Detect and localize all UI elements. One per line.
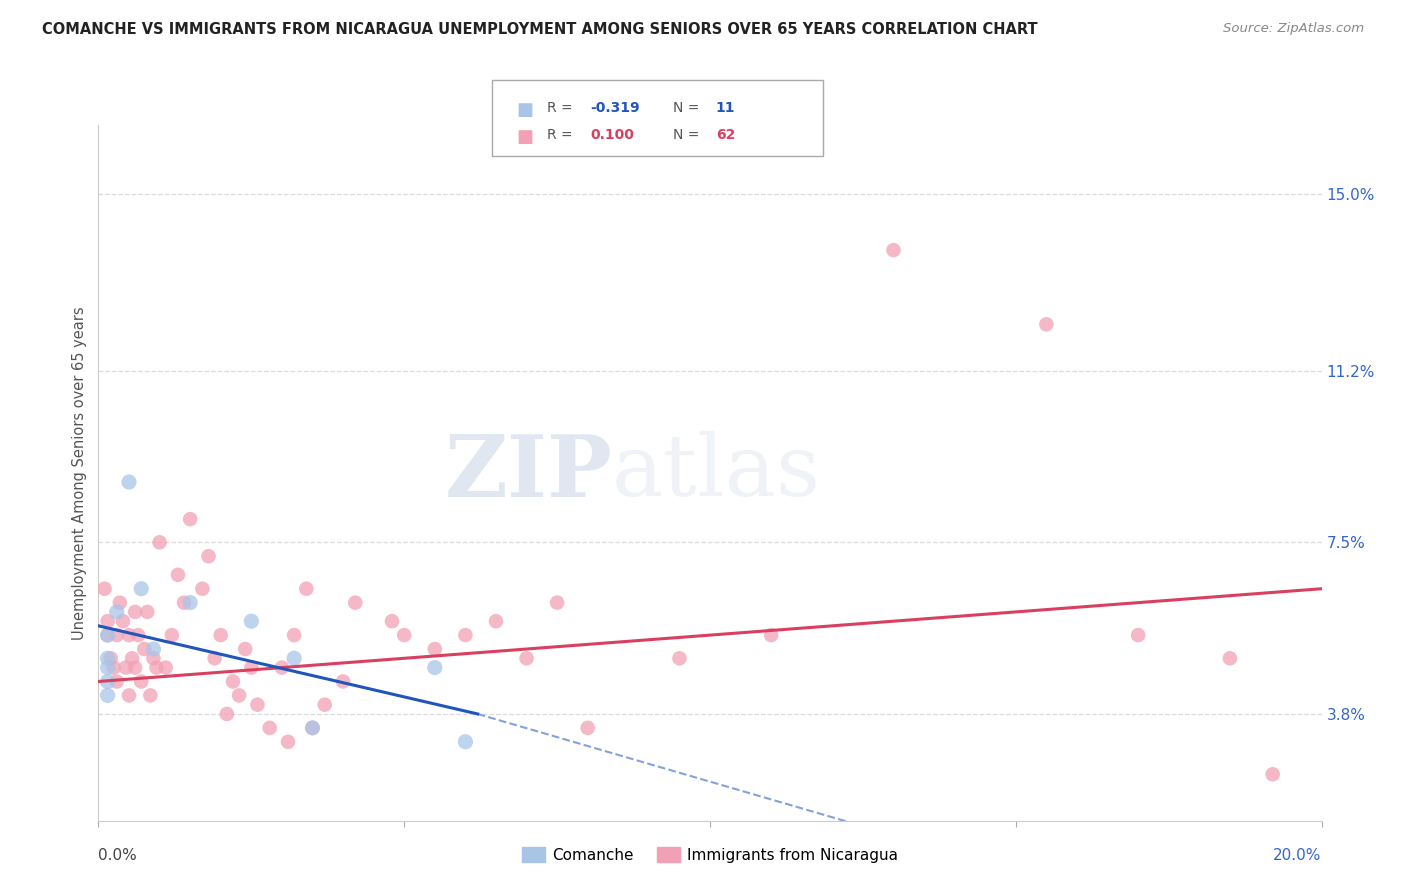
Point — [454, 628, 477, 642]
Point — [97, 674, 120, 689]
Point — [127, 628, 149, 642]
Point — [136, 605, 159, 619]
Point — [134, 642, 156, 657]
Point — [668, 651, 690, 665]
Point — [1261, 767, 1284, 781]
Point — [100, 651, 122, 665]
Point — [93, 582, 115, 596]
Point — [228, 689, 250, 703]
Point — [145, 660, 167, 674]
Point — [423, 642, 446, 657]
Point — [179, 512, 201, 526]
Point — [155, 660, 177, 674]
Point — [118, 475, 141, 489]
Point — [97, 628, 120, 642]
Point — [115, 660, 138, 674]
Point — [209, 628, 232, 642]
Point — [332, 674, 354, 689]
Point — [546, 596, 568, 610]
Point — [222, 674, 245, 689]
Text: 62: 62 — [716, 128, 735, 142]
Point — [259, 721, 281, 735]
Point — [173, 596, 195, 610]
Point — [295, 582, 318, 596]
Point — [1219, 651, 1241, 665]
Text: 11: 11 — [716, 101, 735, 115]
Text: Source: ZipAtlas.com: Source: ZipAtlas.com — [1223, 22, 1364, 36]
Point — [103, 660, 125, 674]
Point — [149, 535, 172, 549]
Point — [761, 628, 783, 642]
Text: N =: N = — [673, 101, 704, 115]
Point — [118, 689, 141, 703]
Point — [283, 651, 305, 665]
Point — [129, 582, 152, 596]
Point — [301, 721, 323, 735]
Point — [179, 596, 201, 610]
Point — [204, 651, 226, 665]
Point — [277, 735, 299, 749]
Text: 0.100: 0.100 — [591, 128, 634, 142]
Point — [167, 567, 190, 582]
Point — [240, 614, 263, 628]
Text: R =: R = — [547, 128, 576, 142]
Point — [97, 689, 120, 703]
Point — [301, 721, 323, 735]
Legend: Comanche, Immigrants from Nicaragua: Comanche, Immigrants from Nicaragua — [516, 840, 904, 869]
Point — [139, 689, 162, 703]
Point — [381, 614, 404, 628]
Text: R =: R = — [547, 101, 576, 115]
Point — [97, 628, 120, 642]
Point — [105, 605, 128, 619]
Point — [124, 605, 146, 619]
Text: N =: N = — [673, 128, 704, 142]
Point — [111, 614, 134, 628]
Point — [215, 706, 238, 721]
Text: 20.0%: 20.0% — [1274, 848, 1322, 863]
Point — [270, 660, 294, 674]
Text: ■: ■ — [516, 101, 533, 119]
Text: ■: ■ — [516, 128, 533, 145]
Point — [129, 674, 152, 689]
Point — [97, 660, 120, 674]
Text: ZIP: ZIP — [444, 431, 612, 515]
Point — [283, 628, 305, 642]
Point — [97, 614, 120, 628]
Point — [142, 651, 165, 665]
Point — [423, 660, 446, 674]
Point — [344, 596, 367, 610]
Point — [160, 628, 183, 642]
Point — [105, 674, 128, 689]
Point — [314, 698, 336, 712]
Point — [142, 642, 165, 657]
Point — [485, 614, 508, 628]
Text: atlas: atlas — [612, 431, 821, 515]
Point — [233, 642, 256, 657]
Text: -0.319: -0.319 — [591, 101, 640, 115]
Point — [576, 721, 599, 735]
Y-axis label: Unemployment Among Seniors over 65 years: Unemployment Among Seniors over 65 years — [72, 306, 87, 640]
Point — [197, 549, 219, 564]
Point — [516, 651, 538, 665]
Point — [105, 628, 128, 642]
Point — [124, 660, 146, 674]
Point — [191, 582, 214, 596]
Point — [454, 735, 477, 749]
Text: 0.0%: 0.0% — [98, 848, 138, 863]
Point — [392, 628, 416, 642]
Point — [240, 660, 263, 674]
Text: COMANCHE VS IMMIGRANTS FROM NICARAGUA UNEMPLOYMENT AMONG SENIORS OVER 65 YEARS C: COMANCHE VS IMMIGRANTS FROM NICARAGUA UN… — [42, 22, 1038, 37]
Point — [108, 596, 131, 610]
Point — [97, 651, 120, 665]
Point — [1128, 628, 1150, 642]
Point — [246, 698, 269, 712]
Point — [118, 628, 141, 642]
Point — [883, 243, 905, 257]
Point — [121, 651, 143, 665]
Point — [1035, 318, 1057, 332]
